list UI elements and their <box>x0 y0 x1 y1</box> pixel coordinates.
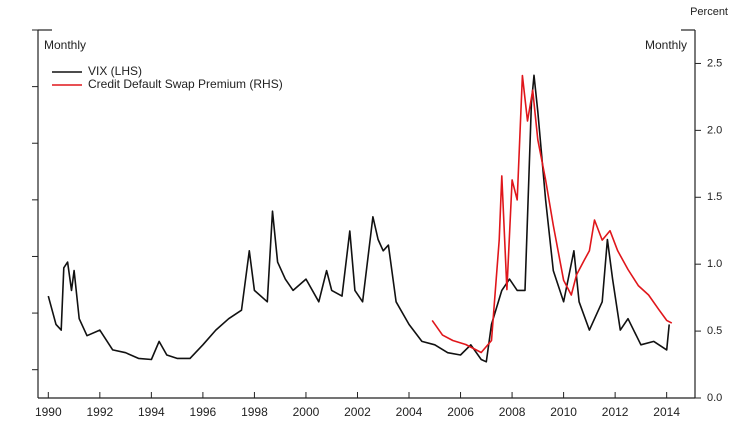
x-tick-label: 1992 <box>86 405 113 419</box>
x-tick-label: 2006 <box>447 405 474 419</box>
y2-tick-label: 2.0 <box>707 124 722 136</box>
x-tick-label: 2000 <box>293 405 320 419</box>
right-note: Monthly <box>645 38 687 52</box>
series-line <box>47 74 670 363</box>
x-tick-label: 1994 <box>138 405 165 419</box>
y2-tick-label: 1.0 <box>707 258 722 270</box>
legend-label: VIX (LHS) <box>88 64 142 78</box>
x-tick-label: 2012 <box>602 405 629 419</box>
x-tick-label: 2004 <box>396 405 423 419</box>
y2-label: Percent <box>690 6 728 18</box>
y2-tick-label: 0.5 <box>707 325 722 337</box>
y2-tick-label: 2.5 <box>707 57 722 69</box>
x-tick-label: 1996 <box>190 405 217 419</box>
y2-tick-label: 1.5 <box>707 191 722 203</box>
x-tick-label: 1998 <box>241 405 268 419</box>
x-tick-label: 2010 <box>550 405 577 419</box>
x-tick-label: 2014 <box>653 405 680 419</box>
y2-tick-label: 0.0 <box>707 392 722 404</box>
series-line <box>431 74 673 354</box>
legend-label: Credit Default Swap Premium (RHS) <box>88 77 283 91</box>
x-tick-label: 1990 <box>35 405 62 419</box>
x-tick-label: 2008 <box>499 405 526 419</box>
x-tick-label: 2002 <box>344 405 371 419</box>
left-note: Monthly <box>44 38 86 52</box>
